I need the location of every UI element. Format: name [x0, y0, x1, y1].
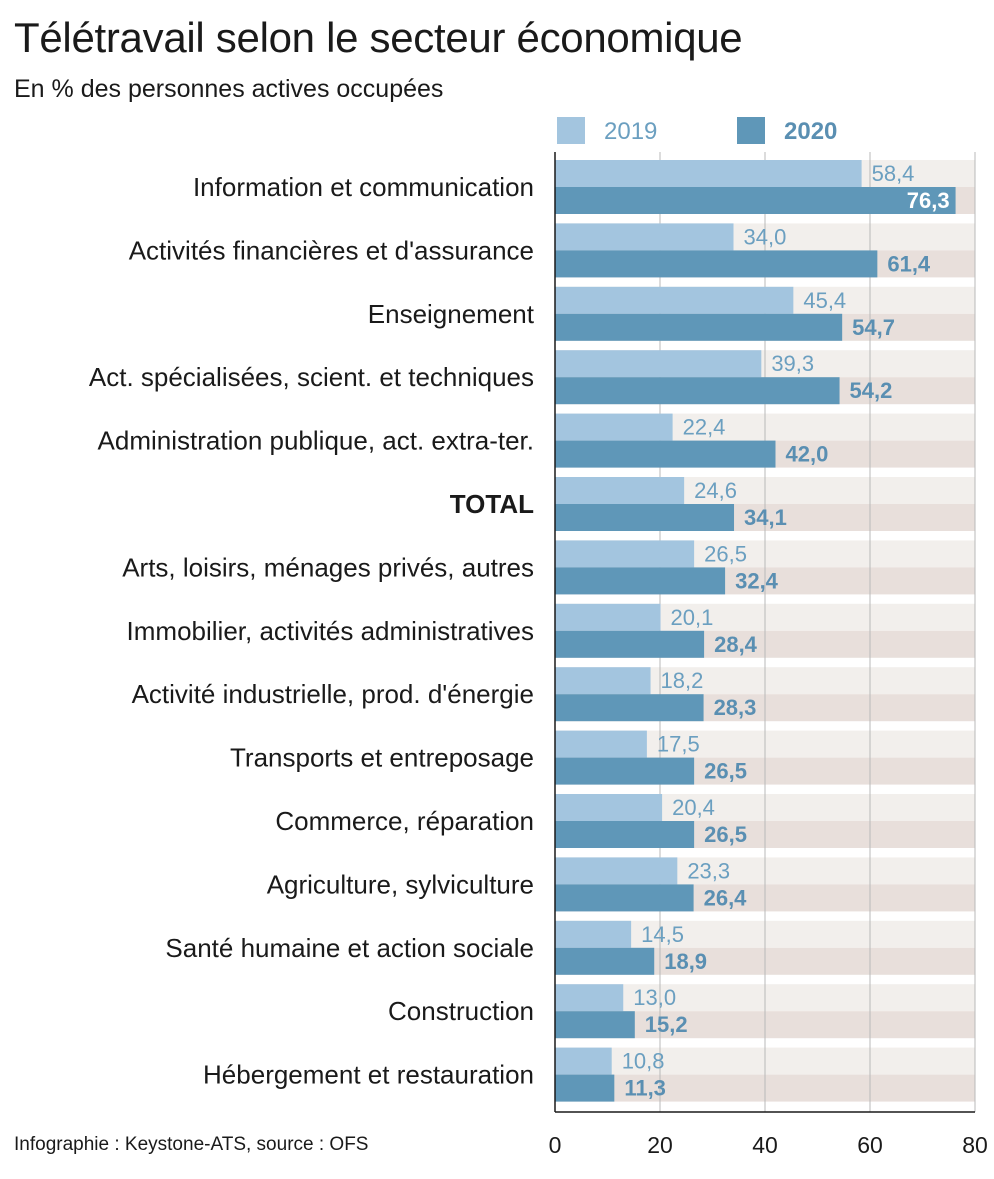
bar-2020	[555, 630, 705, 658]
bar-2019	[555, 920, 632, 948]
value-label-2019: 58,4	[872, 161, 915, 186]
value-label-2019: 14,5	[641, 922, 684, 947]
value-label-2020: 28,4	[714, 632, 758, 657]
category-label: Transports et entreposage	[230, 743, 534, 773]
category-label: Arts, loisirs, ménages privés, autres	[122, 552, 534, 582]
bar-2020	[555, 313, 843, 341]
chart-title: Télétravail selon le secteur économique	[14, 14, 743, 61]
category-label: Construction	[388, 996, 534, 1026]
category-label: Activité industrielle, prod. d'énergie	[132, 679, 534, 709]
value-label-2020: 34,1	[744, 505, 787, 530]
bar-2020	[555, 1074, 615, 1102]
bar-2019	[555, 160, 862, 187]
bar-2019	[555, 286, 794, 314]
value-label-2019: 22,4	[683, 415, 726, 440]
bar-2020	[555, 504, 735, 531]
x-tick-label: 60	[857, 1132, 883, 1158]
category-label: Commerce, réparation	[275, 806, 534, 836]
legend-label-2019: 2019	[604, 118, 657, 145]
category-label: Administration publique, act. extra-ter.	[98, 426, 534, 456]
value-label-2019: 10,8	[622, 1049, 665, 1074]
bar-2020	[555, 567, 726, 595]
value-label-2019: 20,1	[671, 605, 714, 630]
value-label-2020: 26,5	[704, 822, 747, 847]
value-label-2020: 54,7	[852, 315, 895, 340]
bar-2020	[555, 884, 694, 912]
bar-2019	[555, 350, 762, 378]
bar-2020	[555, 440, 776, 468]
value-label-2019: 17,5	[657, 732, 700, 757]
bar-2019	[555, 857, 678, 885]
value-label-2020: 76,3	[907, 188, 950, 213]
bar-2020	[555, 947, 655, 975]
chart-subtitle: En % des personnes actives occupées	[14, 75, 444, 103]
x-tick-label: 40	[752, 1132, 778, 1158]
legend-swatch-2020	[737, 117, 765, 144]
value-label-2019: 26,5	[704, 541, 747, 566]
source-credit: Infographie : Keystone-ATS, source : OFS	[14, 1134, 369, 1155]
value-label-2019: 13,0	[633, 985, 676, 1010]
bar-2020	[555, 757, 695, 785]
x-tick-label: 80	[962, 1132, 988, 1158]
value-label-2019: 24,6	[694, 478, 737, 503]
value-label-2019: 18,2	[661, 668, 704, 693]
value-label-2020: 15,2	[645, 1012, 688, 1037]
value-label-2020: 54,2	[850, 378, 893, 403]
bar-2019	[555, 730, 647, 758]
bar-2019	[555, 540, 695, 568]
value-label-2020: 18,9	[664, 949, 707, 974]
value-label-2020: 42,0	[786, 442, 829, 467]
bar-2019	[555, 223, 734, 251]
bar-2019	[555, 667, 651, 695]
bar-2019	[555, 1047, 612, 1075]
bar-2019	[555, 477, 685, 504]
category-label: Hébergement et restauration	[203, 1060, 534, 1090]
value-label-2019: 45,4	[803, 288, 846, 313]
category-label: Agriculture, sylviculture	[267, 869, 534, 899]
legend-swatch-2019	[557, 117, 585, 144]
bar-2020	[555, 694, 704, 722]
x-tick-label: 20	[647, 1132, 673, 1158]
value-label-2019: 20,4	[672, 795, 715, 820]
bar-2019	[555, 794, 663, 821]
bar-2020	[555, 250, 878, 278]
value-label-2020: 61,4	[887, 251, 931, 276]
x-tick-label: 0	[549, 1132, 562, 1158]
category-label: Immobilier, activités administratives	[127, 616, 534, 646]
value-label-2020: 32,4	[735, 568, 779, 593]
value-label-2020: 28,3	[714, 695, 757, 720]
category-label: Santé humaine et action sociale	[165, 933, 534, 963]
bar-2020	[555, 377, 840, 405]
bar-2020	[555, 187, 956, 214]
bar-2019	[555, 603, 661, 631]
value-label-2019: 23,3	[687, 858, 730, 883]
bar-2020	[555, 821, 695, 848]
category-label: Information et communication	[193, 172, 534, 202]
legend-label-2020: 2020	[784, 118, 837, 145]
bar-2020	[555, 1011, 635, 1039]
value-label-2020: 26,4	[704, 885, 748, 910]
bar-2019	[555, 413, 673, 441]
category-label: Activités financières et d'assurance	[129, 235, 534, 265]
category-label: Act. spécialisées, scient. et techniques	[89, 362, 534, 392]
value-label-2019: 39,3	[771, 351, 814, 376]
bar-2019	[555, 984, 624, 1012]
value-label-2020: 26,5	[704, 759, 747, 784]
category-label: TOTAL	[450, 489, 534, 519]
value-label-2020: 11,3	[624, 1076, 666, 1101]
category-label: Enseignement	[368, 299, 535, 329]
value-label-2019: 34,0	[744, 224, 787, 249]
